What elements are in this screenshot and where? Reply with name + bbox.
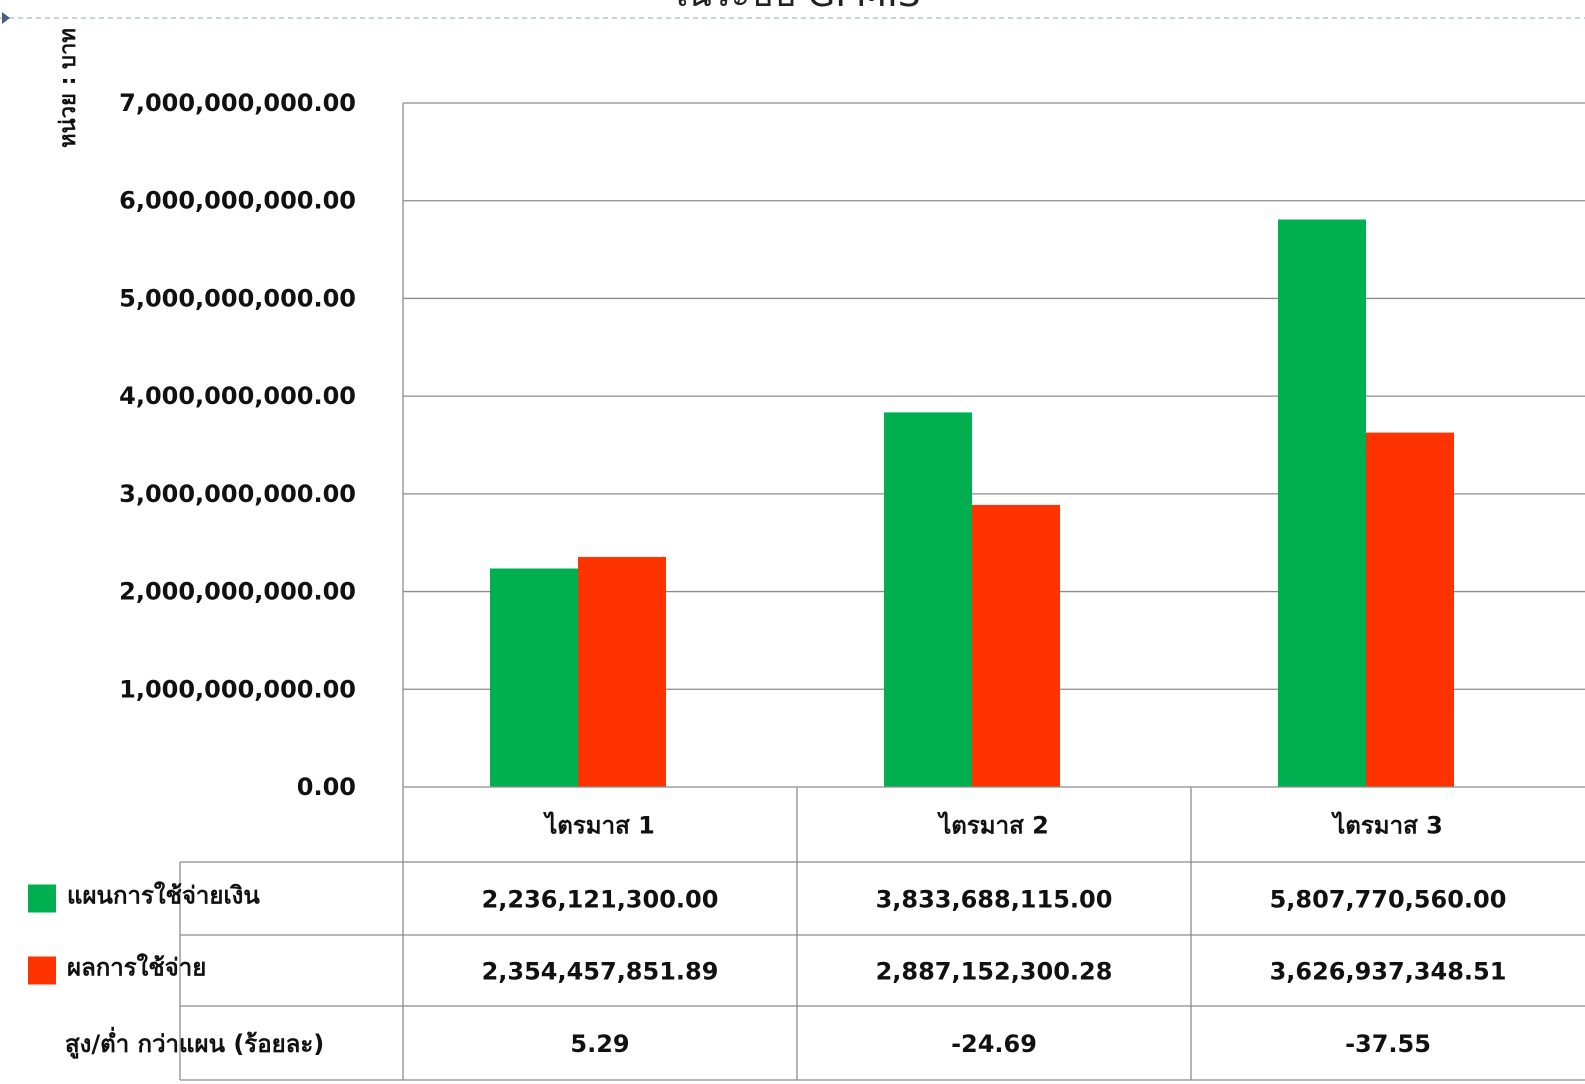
y-tick-label: 6,000,000,000.00 [119, 187, 356, 215]
category-label: ไตรมาส 1 [542, 811, 655, 840]
table-cell: -37.55 [1345, 1030, 1431, 1058]
table-cell: -24.69 [951, 1030, 1037, 1058]
extra-row-label: สูง/ต่ำ กว่าแผน (ร้อยละ) [65, 1026, 324, 1059]
table-cell: 2,354,457,851.89 [482, 958, 719, 986]
y-tick-label: 2,000,000,000.00 [119, 578, 356, 606]
bar-plan-q2 [884, 412, 972, 787]
table-cell: 5,807,770,560.00 [1270, 886, 1507, 914]
y-tick-label: 0.00 [297, 773, 356, 801]
slide-bullet-icon [2, 12, 10, 24]
category-label: ไตรมาส 2 [936, 811, 1049, 840]
table-cell: 2,236,121,300.00 [482, 886, 719, 914]
legend-swatch [28, 956, 56, 985]
legend-label: ผลการใช้จ่าย [67, 953, 206, 982]
table-cell: 3,626,937,348.51 [1270, 958, 1507, 986]
table-cell: 3,833,688,115.00 [876, 886, 1113, 914]
y-tick-label: 4,000,000,000.00 [119, 382, 356, 410]
y-tick-label: 1,000,000,000.00 [119, 675, 356, 703]
y-tick-labels: 0.00 1,000,000,000.00 2,000,000,000.00 3,00… [119, 89, 356, 801]
bar-plan-q3 [1278, 219, 1366, 787]
y-axis-label: หน่วย : บาท [56, 28, 81, 148]
legend-label: แผนการใช้จ่ายเงิน [67, 881, 260, 910]
category-label: ไตรมาส 3 [1330, 811, 1443, 840]
bars-layer [490, 219, 1454, 787]
table-cell: 5.29 [570, 1030, 629, 1058]
y-tick-label: 5,000,000,000.00 [119, 284, 356, 312]
y-tick-label: 3,000,000,000.00 [119, 480, 356, 508]
bar-actual-q2 [972, 504, 1060, 787]
chart-title: ในระบบ GFMIS [669, 0, 920, 15]
bar-actual-q3 [1366, 432, 1454, 787]
y-tick-label: 7,000,000,000.00 [119, 89, 356, 117]
data-table: ไตรมาส 1 ไตรมาส 2 ไตรมาส 3 แผนการใช้จ่ายเงิ… [28, 786, 1585, 1081]
bar-actual-q1 [578, 556, 666, 787]
table-cell: 2,887,152,300.28 [876, 958, 1113, 986]
legend-swatch [28, 884, 56, 913]
bar-plan-q1 [490, 568, 578, 787]
